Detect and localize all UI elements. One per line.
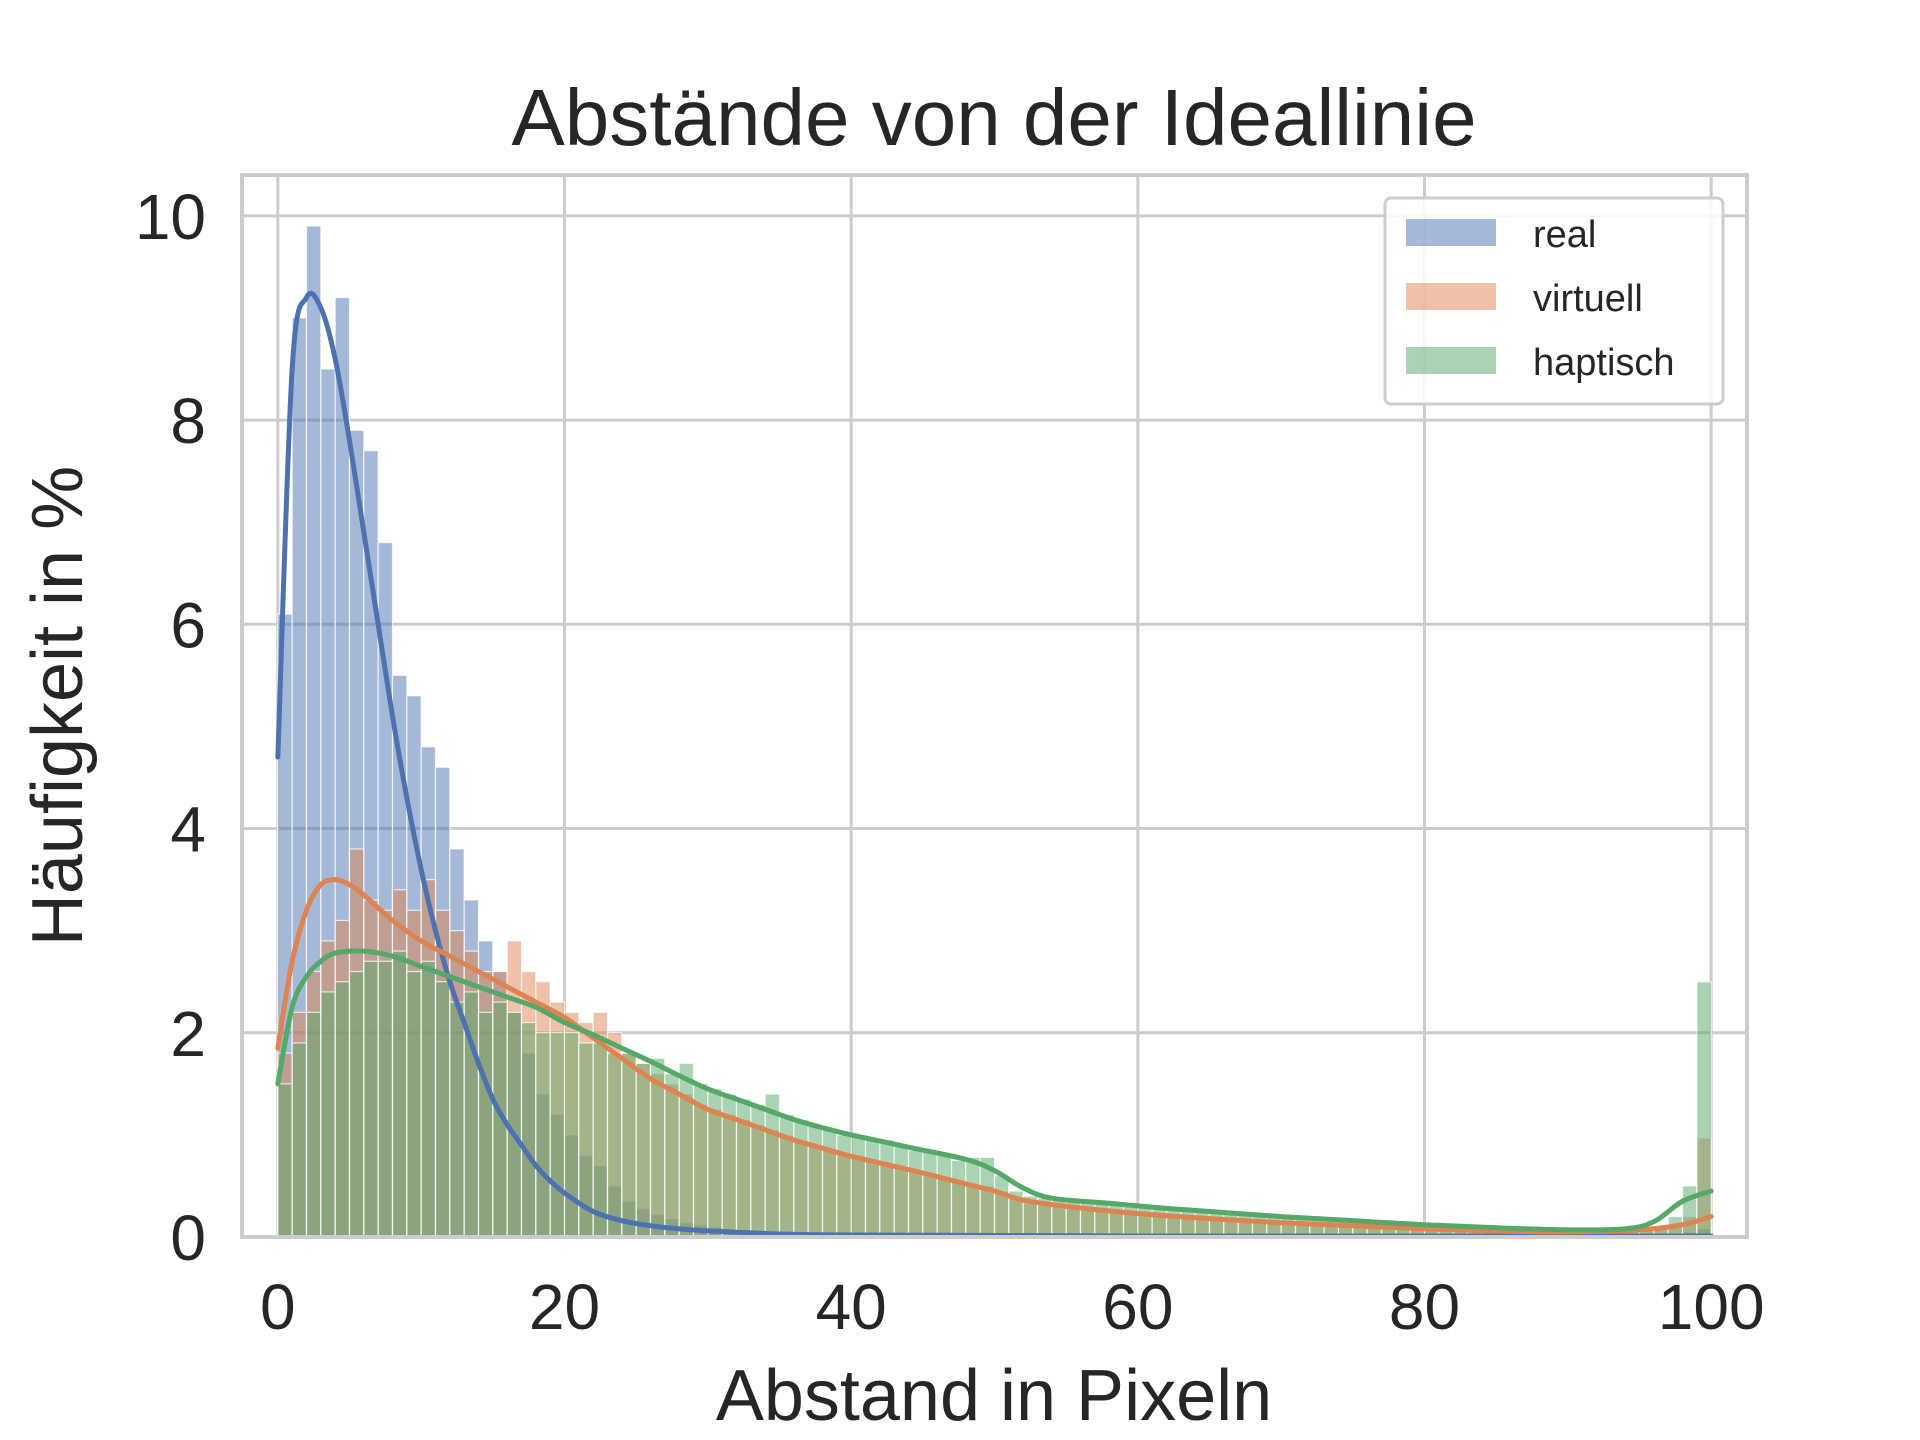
histogram-bar-haptisch	[1208, 1211, 1225, 1238]
x-tick-label: 60	[1102, 1271, 1173, 1343]
histogram-bar-haptisch	[621, 1052, 637, 1238]
histogram-bar-haptisch	[664, 1073, 680, 1238]
kde-lines	[275, 290, 1714, 1239]
plot-frame	[240, 173, 1749, 1239]
histogram-bar-haptisch	[377, 960, 394, 1238]
histogram-bar-haptisch	[449, 1001, 465, 1238]
y-tick-label: 10	[135, 181, 206, 253]
y-axis-label: Häufigkeit in %	[18, 466, 98, 946]
histogram-bar-haptisch	[320, 991, 336, 1238]
histogram-bar-haptisch	[592, 1042, 609, 1238]
histogram-bar-haptisch	[348, 970, 365, 1238]
legend-label-real: real	[1533, 214, 1596, 256]
histogram-bar-haptisch	[477, 1011, 494, 1238]
legend-label-virtuell: virtuell	[1533, 278, 1643, 320]
histogram-bar-haptisch	[406, 970, 422, 1238]
histogram-bar-haptisch	[549, 1032, 566, 1238]
histogram-bar-haptisch	[391, 950, 408, 1238]
x-axis-label: Abstand in Pixeln	[716, 1356, 1272, 1436]
histogram-bar-haptisch	[907, 1149, 924, 1238]
histogram-bar-haptisch	[334, 981, 351, 1238]
histogram-bar-haptisch	[1223, 1212, 1239, 1238]
legend-swatch-haptisch	[1406, 347, 1496, 374]
x-tick-label: 100	[1658, 1271, 1765, 1343]
histogram-bar-haptisch	[864, 1139, 881, 1238]
histogram-bar-haptisch	[1696, 981, 1712, 1238]
histogram-bar-haptisch	[965, 1156, 981, 1238]
histogram-bar-haptisch	[434, 981, 451, 1238]
y-tick-label: 4	[170, 794, 206, 866]
histogram-bar-haptisch	[1194, 1210, 1211, 1238]
legend-label-haptisch: haptisch	[1533, 342, 1675, 384]
histogram-bar-haptisch	[363, 960, 379, 1238]
histogram-bar-haptisch	[535, 1032, 551, 1238]
histogram-bar-haptisch	[836, 1134, 852, 1238]
kde-line-virtuell	[275, 877, 1714, 1235]
histogram-bar-haptisch	[936, 1154, 953, 1238]
legend-swatch-virtuell	[1406, 283, 1496, 310]
tick-labels: 0 20 40 60 80 100 0 2 4 6 8 10	[135, 181, 1765, 1343]
kde-line-real	[275, 290, 1714, 1239]
kde-line-haptisch	[275, 948, 1714, 1233]
histogram-bar-haptisch	[635, 1062, 652, 1238]
x-tick-label: 0	[260, 1271, 296, 1343]
histogram-bar-haptisch	[563, 1032, 580, 1238]
histogram-bar-haptisch	[807, 1124, 824, 1238]
histogram-bar-haptisch	[879, 1139, 895, 1238]
histogram-bar-haptisch	[606, 1052, 623, 1238]
y-tick-label: 8	[170, 385, 206, 457]
x-tick-label: 40	[816, 1271, 887, 1343]
legend-swatch-real	[1406, 219, 1496, 246]
histogram-bar-haptisch	[850, 1134, 867, 1238]
histogram-bar-haptisch	[993, 1175, 1010, 1238]
chart-title: Abstände von der Ideallinie	[511, 73, 1476, 162]
histogram-bar-haptisch	[520, 1021, 537, 1238]
y-tick-label: 2	[170, 998, 206, 1070]
histogram-bar-haptisch	[277, 1083, 293, 1238]
histogram-bar-haptisch	[778, 1113, 795, 1238]
histogram-bar-haptisch	[793, 1118, 809, 1238]
x-tick-label: 80	[1389, 1271, 1460, 1343]
histogram-bar-haptisch	[922, 1149, 938, 1238]
histogram-bar-haptisch	[305, 1011, 322, 1238]
histogram-bar-haptisch	[420, 960, 437, 1238]
histogram-bar-haptisch	[291, 1042, 308, 1238]
histogram-bar-haptisch	[678, 1062, 695, 1238]
legend: real virtuell haptisch	[1383, 196, 1725, 406]
y-tick-label: 0	[170, 1202, 206, 1274]
histogram-bar-haptisch	[821, 1129, 838, 1238]
y-tick-label: 6	[170, 589, 206, 661]
x-tick-label: 20	[529, 1271, 600, 1343]
histogram-bar-haptisch	[950, 1159, 967, 1238]
histogram-bar-haptisch	[893, 1144, 910, 1238]
